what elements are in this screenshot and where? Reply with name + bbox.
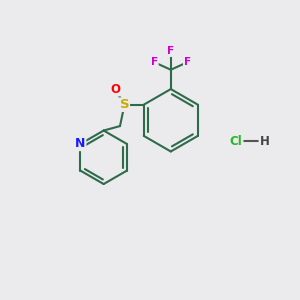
Text: N: N xyxy=(75,137,86,150)
Text: H: H xyxy=(260,135,269,148)
Text: O: O xyxy=(110,83,120,96)
Text: F: F xyxy=(184,57,191,67)
Text: F: F xyxy=(167,46,174,56)
Text: F: F xyxy=(151,57,158,67)
Text: S: S xyxy=(120,98,129,111)
Text: Cl: Cl xyxy=(230,135,243,148)
